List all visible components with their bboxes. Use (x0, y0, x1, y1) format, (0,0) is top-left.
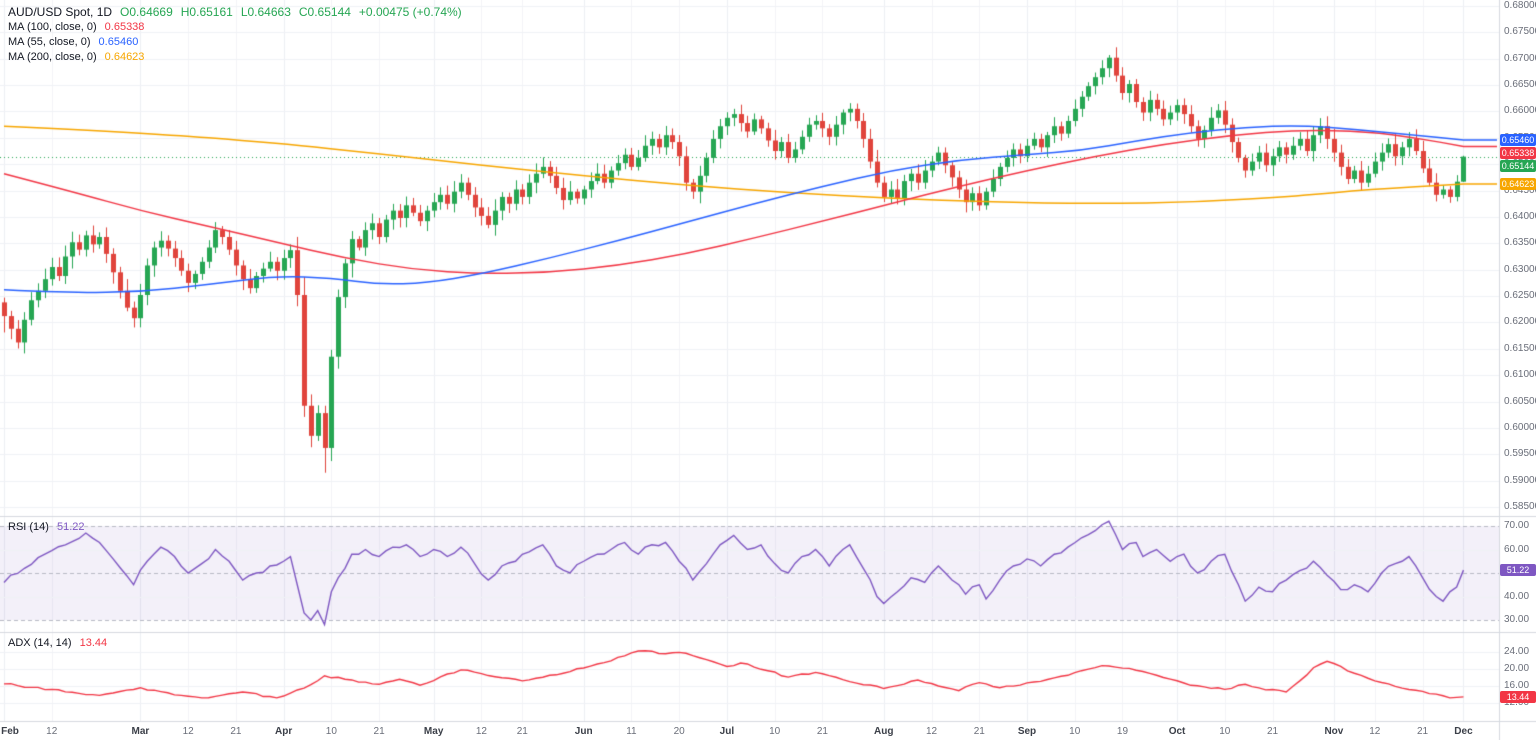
time-tick-label: Sep (1017, 726, 1037, 737)
time-tick-label: 11 (626, 726, 637, 737)
adx-tick-label: 20.00 (1504, 663, 1530, 674)
time-tick-label: 19 (1116, 726, 1129, 737)
time-tick-label: 12 (182, 726, 194, 737)
time-tick-label: 12 (46, 726, 58, 737)
adx-legend-row[interactable]: ADX (14, 14) 13.44 (8, 636, 107, 651)
time-tick-label: Jul (719, 726, 735, 737)
rsi-tick-label: 30.00 (1504, 614, 1530, 625)
time-tick-label: 10 (1219, 726, 1231, 737)
time-tick-label: 10 (325, 726, 337, 737)
time-tick-label: Feb (1, 726, 19, 737)
ma100-legend-row[interactable]: MA (100, close, 0) 0.65338 (8, 20, 462, 35)
adx-label: ADX (14, 14) (8, 637, 72, 649)
time-tick-label: May (423, 726, 444, 737)
price-badge: 0.65338 (1500, 146, 1536, 159)
price-axis[interactable]: 0.680000.675000.670000.665000.660000.655… (1500, 0, 1536, 516)
time-tick-label: Jun (574, 726, 593, 737)
time-tick-label: Dec (1454, 726, 1473, 737)
time-tick-label: Apr (274, 726, 293, 737)
ma55-legend-row[interactable]: MA (55, close, 0) 0.65460 (8, 35, 462, 50)
time-tick-label: 12 (475, 726, 487, 737)
rsi-legend: RSI (14) 51.22 (8, 520, 85, 535)
rsi-tick-label: 70.00 (1504, 520, 1530, 531)
ohlc-open: O0.64669 (120, 5, 173, 19)
price-badge: 0.65460 (1500, 133, 1536, 146)
time-tick-label: Mar (131, 726, 150, 737)
ma200-value: 0.64623 (104, 51, 145, 63)
ma200-legend-row[interactable]: MA (200, close, 0) 0.64623 (8, 50, 462, 65)
symbol-title[interactable]: AUD/USD Spot, 1D (8, 5, 113, 19)
time-tick-label: Oct (1168, 726, 1186, 737)
ma55-value: 0.65460 (98, 36, 139, 48)
price-tick-label: 0.58500 (1504, 501, 1536, 512)
symbol-legend-row[interactable]: AUD/USD Spot, 1D O0.64669 H0.65161 L0.64… (8, 5, 462, 20)
rsi-tick-label: 40.00 (1504, 590, 1530, 602)
rsi-tick-label: 60.00 (1504, 543, 1530, 555)
ma200-label: MA (200, close, 0) (8, 51, 97, 63)
rsi-value-badge: 51.22 (1500, 564, 1536, 577)
ma100-label: MA (100, close, 0) (8, 21, 97, 33)
time-tick-label: 21 (1416, 726, 1429, 737)
time-tick-label: 10 (769, 726, 781, 737)
adx-legend: ADX (14, 14) 13.44 (8, 636, 107, 651)
ma100-value: 0.65338 (104, 21, 145, 33)
time-tick-label: 21 (1266, 726, 1279, 737)
rsi-label: RSI (14) (8, 521, 49, 533)
adx-tick-label: 24.00 (1504, 646, 1530, 657)
time-tick-label: Nov (1324, 726, 1344, 737)
time-tick-label: 10 (1069, 726, 1081, 737)
time-tick-label: Aug (874, 726, 894, 737)
time-axis[interactable]: Feb 12 Mar 12 21 Apr 10 21 May 12 21 Jun 11 20 Jul 10 21… (0, 722, 1536, 740)
time-tick-label: 12 (1369, 726, 1381, 737)
time-tick-label: 21 (816, 726, 828, 737)
time-tick-label: 20 (673, 726, 685, 737)
time-tick-label: 21 (373, 726, 385, 737)
time-tick-label: 21 (516, 726, 528, 737)
ohlc-high: H0.65161 (180, 5, 233, 19)
time-tick-label: 21 (973, 726, 985, 737)
ohlc-change: +0.00475 (+0.74%) (358, 5, 462, 19)
main-chart-legend: AUD/USD Spot, 1D O0.64669 H0.65161 L0.64… (8, 5, 462, 65)
time-tick-label: 12 (925, 726, 938, 737)
ohlc-close: C0.65144 (298, 5, 351, 19)
price-badge: 0.65144 (1500, 159, 1536, 172)
adx-tick-label: 16.00 (1504, 680, 1530, 691)
rsi-legend-row[interactable]: RSI (14) 51.22 (8, 520, 85, 535)
adx-value-badge: 13.44 (1500, 690, 1536, 703)
ma55-label: MA (55, close, 0) (8, 36, 91, 48)
time-tick-label: 21 (230, 726, 242, 737)
adx-value: 13.44 (79, 637, 108, 649)
ohlc-low: L0.64663 (240, 5, 291, 19)
price-badge: 0.64623 (1500, 178, 1536, 191)
rsi-value: 51.22 (56, 521, 85, 533)
